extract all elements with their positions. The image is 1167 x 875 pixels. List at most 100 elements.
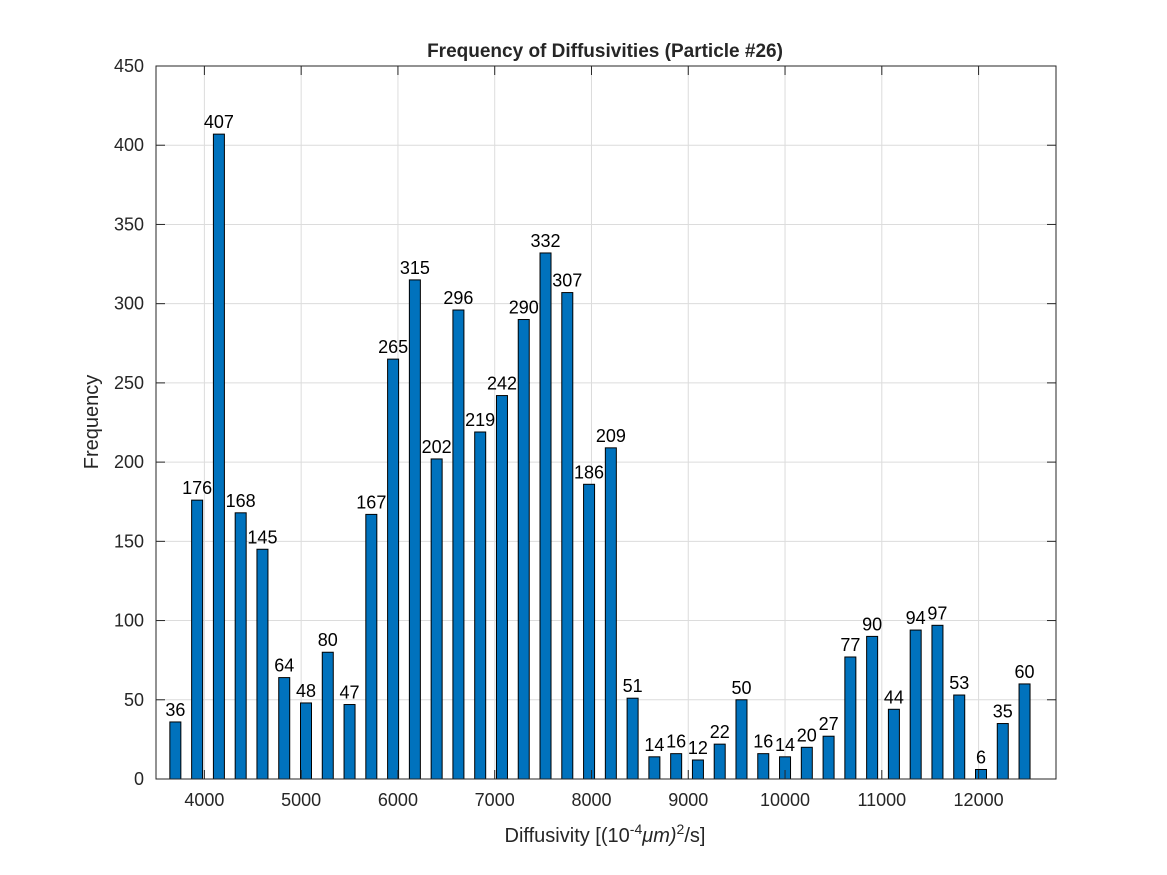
axis-ticks: 0 50 100 150 200 250 300 350 400 450 4000 5000 6000 7… bbox=[114, 56, 1056, 810]
y-tick-label: 450 bbox=[114, 56, 144, 76]
bar-value-label: 14 bbox=[644, 735, 664, 755]
bar-value-label: 94 bbox=[906, 608, 926, 628]
bar-value-label: 51 bbox=[623, 676, 643, 696]
y-tick-label: 100 bbox=[114, 611, 144, 631]
histogram-bar bbox=[583, 483, 596, 780]
x-axis-label-power: 2 bbox=[677, 821, 685, 837]
bar-value-label: 176 bbox=[182, 478, 212, 498]
x-tick-label: 11000 bbox=[857, 790, 906, 810]
histogram-bar bbox=[1018, 683, 1031, 780]
bar-value-label: 307 bbox=[552, 271, 582, 291]
histogram-bar bbox=[800, 746, 813, 780]
axes-box bbox=[155, 65, 1057, 780]
histogram-bar bbox=[844, 656, 857, 780]
bar-value-label: 202 bbox=[422, 437, 452, 457]
bar-value-label: 186 bbox=[574, 462, 604, 482]
axes-frame bbox=[155, 65, 1057, 780]
y-tick-label: 300 bbox=[114, 294, 144, 314]
bar-value-label: 407 bbox=[204, 112, 234, 132]
chart-title: Frequency of Diffusivities (Particle #26… bbox=[427, 41, 783, 62]
histogram-bar bbox=[866, 635, 879, 780]
histogram-bar bbox=[931, 624, 944, 780]
histogram-bar bbox=[909, 629, 922, 780]
y-tick-label: 200 bbox=[114, 452, 144, 472]
histogram-bar bbox=[735, 699, 748, 780]
x-tick-label: 10000 bbox=[760, 790, 810, 810]
x-axis-label: Diffusivity [(10-4μm)2/s] bbox=[505, 821, 706, 847]
bar-value-label: 14 bbox=[775, 735, 795, 755]
histogram-bar bbox=[191, 499, 204, 780]
bar-value-label: 64 bbox=[274, 656, 294, 676]
histogram-bar bbox=[278, 677, 291, 780]
histogram-bar bbox=[321, 651, 334, 780]
bar-value-label: 35 bbox=[993, 702, 1013, 722]
histogram-bar bbox=[539, 252, 552, 780]
bar-value-label: 219 bbox=[465, 410, 495, 430]
bar-value-label: 44 bbox=[884, 687, 904, 707]
bar-value-label: 315 bbox=[400, 258, 430, 278]
histogram-bar bbox=[626, 697, 639, 780]
y-axis-label: Frequency bbox=[81, 375, 103, 470]
histogram-bar bbox=[604, 447, 617, 780]
histogram-bar bbox=[495, 395, 508, 780]
bar-value-label: 47 bbox=[340, 683, 360, 703]
histogram-bar bbox=[822, 735, 835, 780]
y-tick-label: 400 bbox=[114, 135, 144, 155]
histogram-bar bbox=[300, 702, 312, 780]
histogram-bar bbox=[517, 319, 530, 780]
bar-value-label: 167 bbox=[356, 492, 386, 512]
bars bbox=[169, 133, 1031, 780]
histogram-bar bbox=[474, 431, 487, 780]
histogram-bar bbox=[169, 721, 182, 780]
bar-value-label: 168 bbox=[226, 491, 256, 511]
histogram-bar bbox=[691, 759, 704, 780]
y-tick-label: 350 bbox=[114, 214, 144, 234]
x-axis-label-prefix: Diffusivity [(10 bbox=[505, 825, 630, 847]
histogram-bar bbox=[670, 753, 683, 780]
histogram-bar bbox=[256, 548, 269, 780]
x-tick-label: 6000 bbox=[378, 790, 418, 810]
bar-value-label: 60 bbox=[1015, 662, 1035, 682]
x-tick-label: 9000 bbox=[668, 790, 708, 810]
x-axis-label-suffix: /s] bbox=[684, 825, 705, 847]
y-tick-label: 50 bbox=[124, 690, 144, 710]
x-tick-label: 5000 bbox=[281, 790, 321, 810]
bar-value-label: 296 bbox=[443, 288, 473, 308]
histogram-bar bbox=[953, 694, 966, 780]
histogram-bar bbox=[757, 753, 770, 780]
x-tick-label: 7000 bbox=[475, 790, 515, 810]
bar-value-label: 50 bbox=[731, 678, 751, 698]
histogram-bar bbox=[387, 358, 400, 780]
bar-value-label: 242 bbox=[487, 374, 517, 394]
histogram-bar bbox=[234, 512, 247, 780]
bar-value-label: 97 bbox=[927, 603, 947, 623]
bar-value-label: 77 bbox=[840, 635, 860, 655]
histogram-bar bbox=[996, 723, 1009, 780]
histogram-bar bbox=[887, 708, 900, 780]
bar-value-label: 48 bbox=[296, 681, 316, 701]
bar-value-label: 36 bbox=[165, 700, 185, 720]
histogram-bar bbox=[648, 756, 661, 780]
histogram-bar bbox=[561, 292, 574, 780]
bar-value-label: 12 bbox=[688, 738, 708, 758]
bar-value-label: 265 bbox=[378, 337, 408, 357]
bar-value-label: 22 bbox=[710, 722, 730, 742]
x-tick-label: 8000 bbox=[571, 790, 611, 810]
histogram-bar bbox=[343, 704, 356, 780]
bar-value-label: 290 bbox=[509, 298, 539, 318]
histogram-bar bbox=[975, 768, 987, 780]
bar-value-label: 80 bbox=[318, 630, 338, 650]
y-tick-label: 0 bbox=[134, 769, 144, 789]
x-tick-label: 12000 bbox=[954, 790, 1004, 810]
bar-value-label: 27 bbox=[819, 714, 839, 734]
y-tick-label: 150 bbox=[114, 531, 144, 551]
bar-value-label: 53 bbox=[949, 673, 969, 693]
histogram-bar bbox=[430, 458, 443, 780]
bar-value-label: 209 bbox=[596, 426, 626, 446]
histogram-bar bbox=[452, 309, 465, 780]
histogram-bar bbox=[713, 743, 726, 780]
bar-value-label: 16 bbox=[666, 732, 686, 752]
x-axis-label-exponent: -4 bbox=[630, 821, 643, 837]
